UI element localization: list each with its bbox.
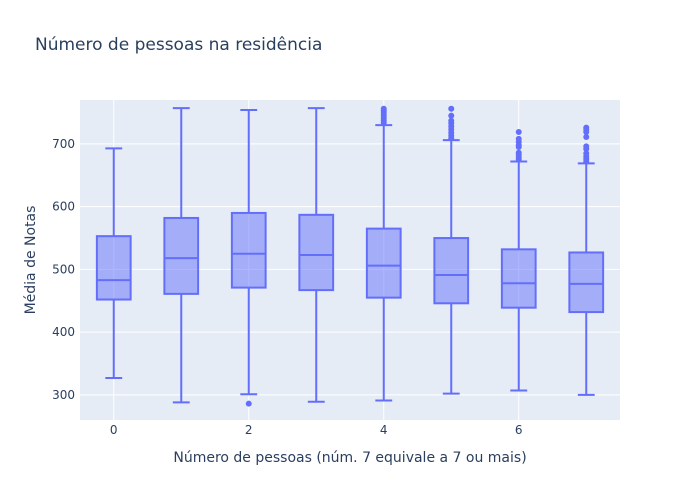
box-group-7 (568, 124, 605, 396)
outlier-point-7-9 (583, 124, 590, 131)
x-tick-label-0: 0 (110, 423, 118, 437)
box-group-1 (163, 107, 200, 404)
x-tick-labels: 0 2 4 6 (110, 423, 523, 437)
box-iqr-2 (230, 211, 267, 289)
box-group-6 (500, 129, 537, 392)
box-group-2 (230, 109, 267, 407)
y-tick-label-400: 400 (52, 325, 75, 339)
outlier-point-7-6 (583, 134, 590, 141)
x-tick-label-4: 4 (380, 423, 388, 437)
outlier-point-4-6 (380, 105, 387, 112)
box-group-3 (298, 107, 335, 403)
y-tick-labels: 300 400 500 600 700 (52, 137, 75, 402)
box-group-5 (433, 105, 470, 395)
box-iqr-7 (568, 251, 605, 314)
y-tick-label-300: 300 (52, 388, 75, 402)
outlier-point-6-8 (515, 129, 522, 135)
x-tick-label-6: 6 (515, 423, 523, 437)
y-tick-label-500: 500 (52, 262, 75, 276)
box-group-0 (95, 147, 132, 379)
chart-title: Número de pessoas na residência (35, 35, 322, 55)
outlier-point-6-3 (515, 149, 522, 156)
box-iqr-3 (298, 213, 335, 292)
outlier-point-7-3 (583, 150, 590, 157)
x-axis-title: Número de pessoas (núm. 7 equivale a 7 o… (173, 450, 526, 466)
outlier-point-6-7 (515, 135, 522, 142)
outlier-point-5-8 (448, 105, 455, 112)
plot-area (80, 100, 620, 420)
outlier-point-5-7 (448, 112, 455, 119)
box-iqr-4 (365, 227, 402, 299)
box-iqr-0 (95, 235, 132, 301)
box-iqr-6 (500, 248, 537, 309)
x-tick-label-2: 2 (245, 423, 253, 437)
box-group-4 (365, 105, 402, 402)
y-tick-label-600: 600 (52, 200, 75, 214)
outlier-point-2-0 (245, 400, 252, 407)
y-tick-label-700: 700 (52, 137, 75, 151)
box-iqr-5 (433, 237, 470, 305)
box-iqr-1 (163, 216, 200, 295)
outlier-point-7-5 (583, 143, 590, 150)
outlier-point-5-6 (448, 117, 455, 124)
boxes (95, 105, 605, 407)
y-axis-title: Média de Notas (23, 206, 39, 315)
